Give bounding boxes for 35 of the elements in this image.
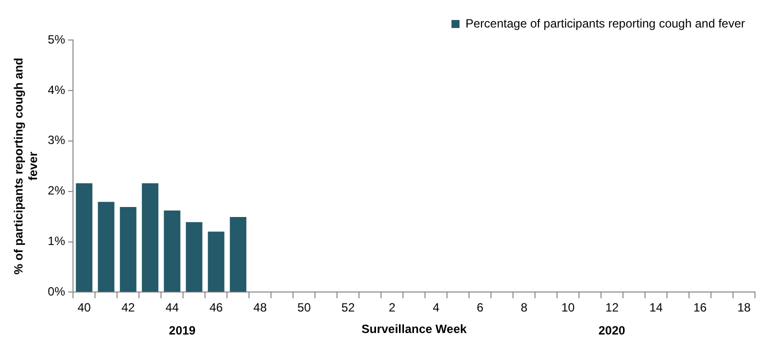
x-tick-label: 52 (341, 300, 356, 315)
x-tick-label: 2 (388, 300, 396, 315)
y-axis-title: % of participants reporting cough and fever (12, 58, 40, 274)
x-tick-label: 16 (693, 300, 708, 315)
x-tick-label: 42 (121, 300, 136, 315)
bar (120, 206, 136, 292)
bar (76, 183, 92, 292)
x-tick-label: 12 (605, 300, 620, 315)
x-tick-label: 14 (649, 300, 664, 315)
text: 2019 (168, 323, 196, 338)
text: 2020 (598, 323, 626, 338)
x-tick-label: 18 (737, 300, 751, 315)
bar (230, 217, 246, 292)
x-tick-label: 6 (476, 300, 484, 315)
bar (98, 202, 114, 292)
bar (186, 222, 202, 292)
x-tick-label: 50 (297, 300, 312, 315)
legend-label: Percentage of participants reporting cough and fever (465, 16, 746, 30)
x-tick-label: 4 (432, 300, 440, 315)
bar (164, 210, 180, 292)
x-tick-label: 8 (520, 300, 528, 315)
y-tick-label: 5% (48, 32, 66, 46)
y-tick-label: 0% (48, 284, 66, 299)
y-tick-label: 2% (48, 184, 66, 198)
y-tick-label: 3% (48, 133, 66, 148)
x-tick-label: 48 (253, 300, 268, 315)
x-tick-label: 40 (77, 300, 92, 315)
bar (208, 232, 224, 292)
x-tick-label: 46 (209, 300, 224, 315)
y-tick-label: 1% (48, 234, 66, 248)
x-tick-label: 10 (561, 300, 576, 315)
x-axis-title: Surveillance Week (361, 322, 467, 336)
bar (142, 183, 158, 292)
x-tick-label: 44 (165, 300, 180, 315)
y-tick-label: 4% (48, 82, 66, 97)
